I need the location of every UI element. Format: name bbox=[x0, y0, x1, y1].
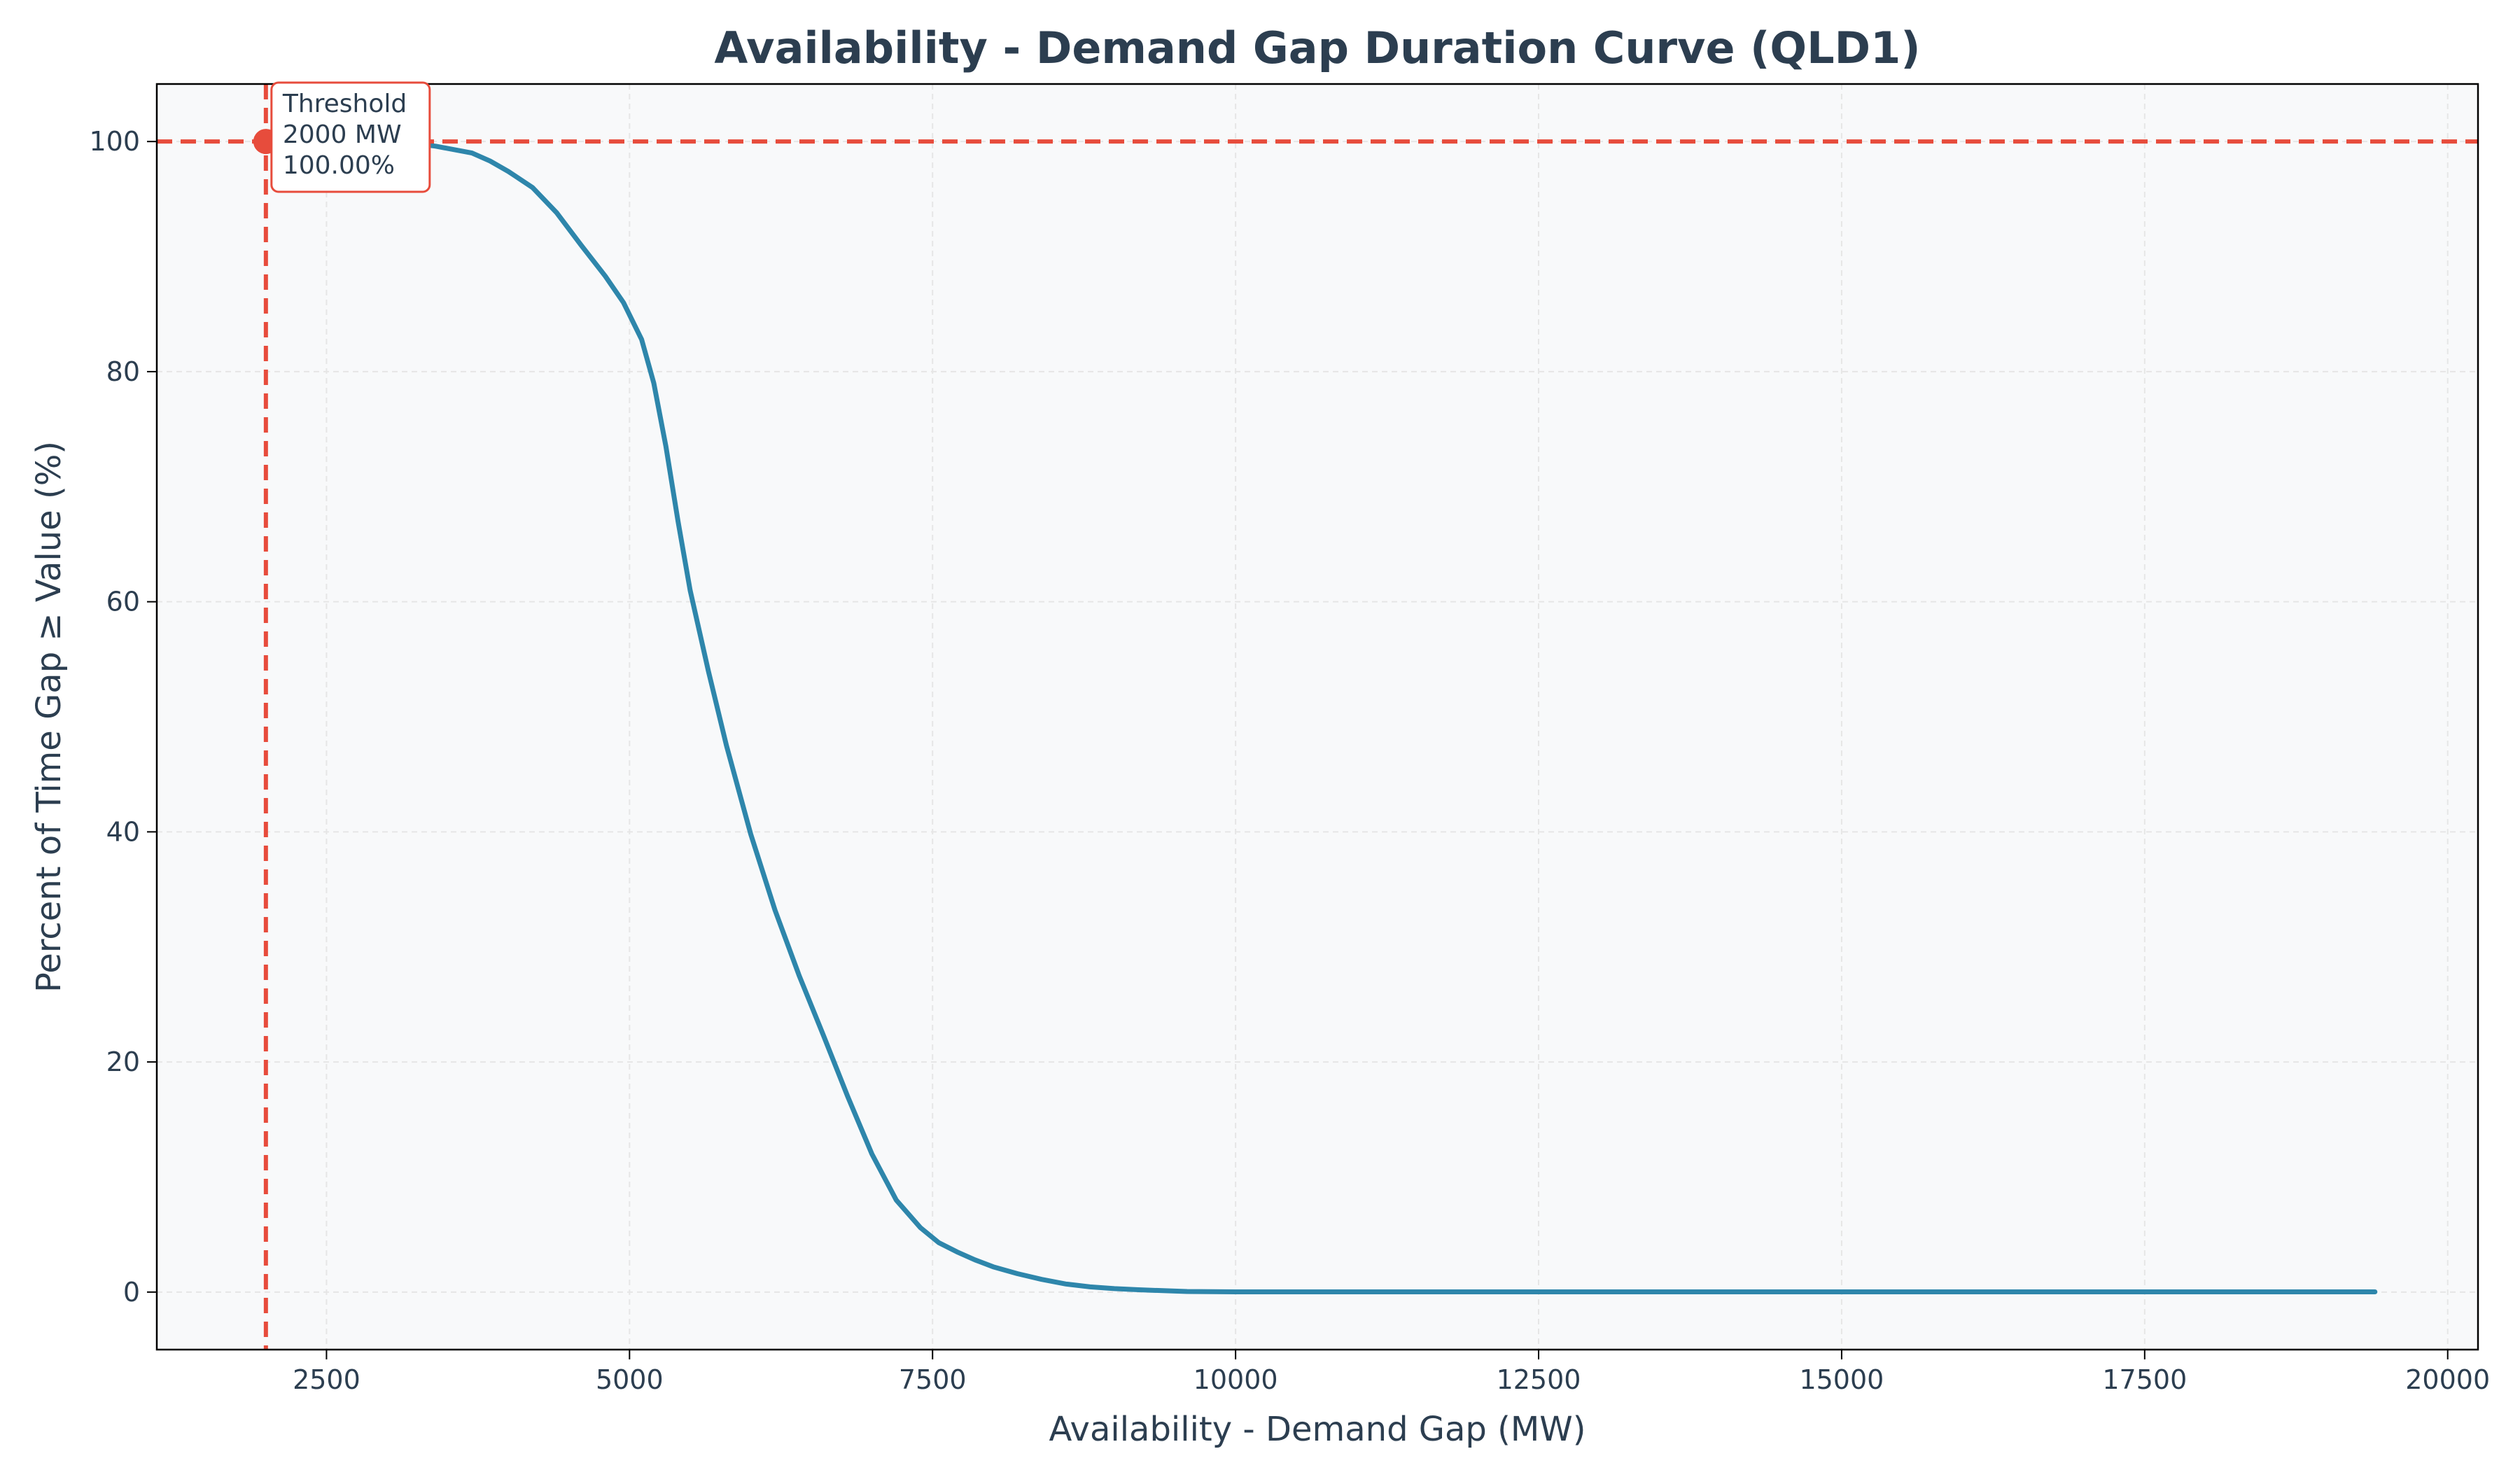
duration-curve-line-0 bbox=[396, 139, 2378, 1294]
x-axis-ticks: 2500 5000 7500 10000 12500 15000 17500 20000 bbox=[293, 1350, 2490, 1395]
y-tick-label: 60 bbox=[106, 587, 140, 617]
y-tick-label: 0 bbox=[123, 1277, 140, 1308]
y-axis-label: Percent of Time Gap ≥ Value (%) bbox=[29, 441, 69, 993]
plot-area bbox=[157, 84, 2478, 1350]
y-tick-label: 80 bbox=[106, 356, 140, 387]
annotation-line: 100.00% bbox=[283, 151, 395, 180]
y-tick-label: 100 bbox=[89, 126, 140, 157]
x-tick-label: 10000 bbox=[1194, 1364, 1278, 1395]
x-tick-label: 17500 bbox=[2102, 1364, 2187, 1395]
chart-title: Availability - Demand Gap Duration Curve… bbox=[714, 22, 1920, 74]
x-axis-label: Availability - Demand Gap (MW) bbox=[1049, 1410, 1586, 1449]
annotation-line: 2000 MW bbox=[283, 120, 402, 149]
x-tick-label: 7500 bbox=[899, 1364, 967, 1395]
x-tick-label: 2500 bbox=[293, 1364, 360, 1395]
y-tick-label: 20 bbox=[106, 1046, 140, 1077]
x-tick-label: 12500 bbox=[1497, 1364, 1581, 1395]
plot-frame bbox=[155, 83, 2479, 1351]
curve-layer bbox=[396, 139, 2378, 1294]
x-tick-label: 15000 bbox=[1799, 1364, 1884, 1395]
x-tick-label: 20000 bbox=[2405, 1364, 2490, 1395]
annotation-box bbox=[270, 81, 431, 193]
y-axis-ticks: 0 20 40 60 80 100 bbox=[89, 126, 157, 1308]
y-tick-label: 40 bbox=[106, 816, 140, 847]
annotation-line: Threshold bbox=[282, 90, 407, 118]
x-tick-label: 5000 bbox=[596, 1364, 664, 1395]
